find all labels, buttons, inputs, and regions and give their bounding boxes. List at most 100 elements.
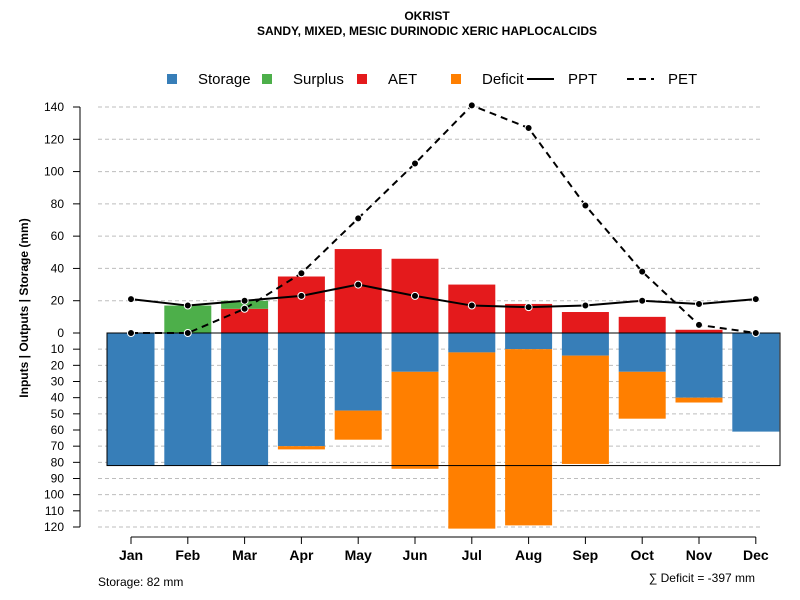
x-tick-label: Dec <box>743 547 769 563</box>
ppt-point-apr <box>297 291 306 300</box>
y-tick-label: 140 <box>44 100 64 114</box>
y-tick-label: 110 <box>45 504 64 518</box>
legend-swatch-surplus <box>262 74 272 84</box>
y-tick-label: 40 <box>51 391 65 405</box>
x-tick-label: May <box>345 547 372 563</box>
x-tick-label: Nov <box>686 547 713 563</box>
y-tick-label: 60 <box>51 229 65 243</box>
x-tick-label: Feb <box>175 547 200 563</box>
pet-point-jul <box>467 101 476 110</box>
pet-point-may <box>354 214 363 223</box>
ppt-point-nov <box>695 299 703 308</box>
bars <box>106 249 781 529</box>
aet-bar-sep <box>561 312 609 333</box>
storage-capacity-box <box>106 332 781 467</box>
legend-label-aet: AET <box>388 71 417 88</box>
pet-point-mar <box>240 304 249 313</box>
chart-title: OKRIST <box>404 9 450 23</box>
legend: Storage Surplus AET Deficit PPT PET <box>167 71 697 88</box>
pet-line <box>131 104 756 334</box>
pet-point-apr <box>297 269 306 278</box>
ppt-point-jun <box>411 291 419 300</box>
deficit-bar-sep <box>561 355 609 464</box>
deficit-bar-jun <box>391 371 439 469</box>
deficit-bar-jul <box>448 352 496 529</box>
deficit-bar-apr <box>277 446 325 450</box>
storage-bar-aug <box>505 333 553 350</box>
ppt-point-feb <box>183 301 192 310</box>
legend-label-storage: Storage <box>198 71 251 88</box>
surplus-bar-feb <box>164 305 212 333</box>
x-tick-label: Jun <box>403 547 428 563</box>
x-tick-label: Jul <box>462 547 482 563</box>
y-tick-label: 30 <box>51 375 65 389</box>
y-tick-label: 70 <box>51 439 65 453</box>
y-tick-label: 0 <box>57 326 64 340</box>
storage-bar-feb <box>164 333 212 466</box>
y-tick-label: 120 <box>44 132 64 146</box>
deficit-bar-oct <box>618 371 666 419</box>
x-tick-label: Jan <box>119 547 143 563</box>
storage-bar-dec <box>732 333 780 432</box>
surplus-bar-mar <box>221 300 269 309</box>
ppt-point-mar <box>240 296 249 305</box>
deficit-footer: ∑ Deficit = -397 mm <box>649 571 755 585</box>
storage-bar-jan <box>107 333 155 466</box>
storage-bar-jun <box>391 333 439 372</box>
ppt-point-oct <box>638 296 647 305</box>
storage-bar-apr <box>277 333 325 447</box>
pet-point-feb <box>183 329 192 337</box>
lines <box>127 101 760 337</box>
y-tick-label: 20 <box>51 294 65 308</box>
pet-point-aug <box>524 123 533 132</box>
ppt-point-may <box>354 280 363 289</box>
aet-bar-may <box>334 249 382 333</box>
y-tick-label: 80 <box>51 455 65 469</box>
ppt-line <box>130 283 756 309</box>
legend-label-surplus: Surplus <box>293 71 344 88</box>
y-tick-label: 20 <box>51 358 65 372</box>
y-axis-label: Inputs | Outputs | Storage (mm) <box>17 218 31 397</box>
ppt-point-jan <box>127 295 135 304</box>
storage-bar-oct <box>618 333 666 372</box>
legend-swatch-aet <box>357 74 367 84</box>
pet-point-jun <box>411 159 419 168</box>
ppt-point-dec <box>751 295 760 304</box>
chart-subtitle: SANDY, MIXED, MESIC DURINODIC XERIC HAPL… <box>257 24 597 38</box>
storage-bar-may <box>334 333 382 411</box>
storage-bar-mar <box>221 333 269 466</box>
y-tick-label: 60 <box>51 423 65 437</box>
ppt-point-jul <box>467 301 476 310</box>
legend-label-pet: PET <box>668 71 697 88</box>
aet-bar-oct <box>618 316 666 333</box>
legend-swatch-storage <box>167 74 177 84</box>
y-tick-label: 10 <box>51 342 65 356</box>
x-tick-label: Apr <box>289 547 314 563</box>
aet-bar-nov <box>675 329 723 333</box>
pet-point-nov <box>695 320 703 329</box>
y-tick-label: 50 <box>51 407 65 421</box>
pet-point-oct <box>638 267 647 276</box>
x-tick-label: Oct <box>631 547 655 563</box>
storage-footer: Storage: 82 mm <box>98 575 183 589</box>
legend-label-deficit: Deficit <box>482 71 525 88</box>
deficit-bar-aug <box>505 349 553 526</box>
storage-bar-nov <box>675 333 723 398</box>
y-tick-label: 100 <box>44 165 64 179</box>
storage-bar-sep <box>561 333 609 356</box>
y-tick-label: 90 <box>51 472 65 486</box>
deficit-bar-nov <box>675 397 723 403</box>
y-tick-label: 80 <box>51 197 65 211</box>
legend-swatch-deficit <box>451 74 461 84</box>
x-tick-label: Aug <box>515 547 542 563</box>
pet-point-dec <box>751 329 760 337</box>
pet-point-sep <box>581 201 590 210</box>
ppt-point-sep <box>581 301 590 310</box>
storage-bar-jul <box>448 333 496 353</box>
y-tick-label: 100 <box>44 488 64 502</box>
y-tick-label: 40 <box>51 261 65 275</box>
y-tick-label: 120 <box>44 520 64 534</box>
aet-bar-mar <box>221 308 269 333</box>
pet-point-jan <box>127 329 135 337</box>
